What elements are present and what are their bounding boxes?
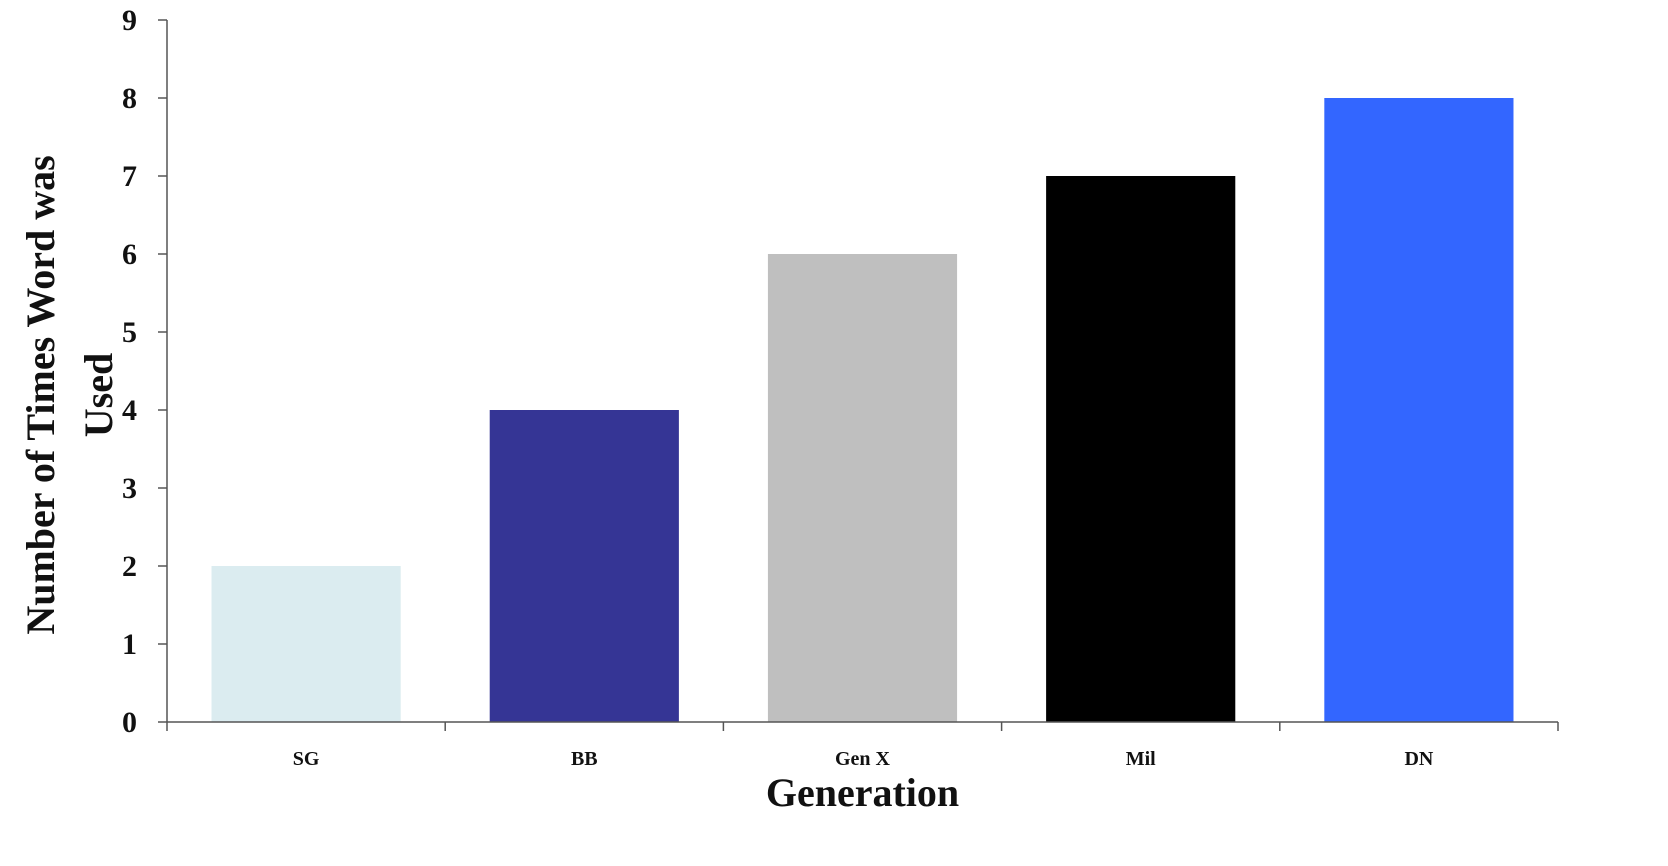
y-tick-label: 8: [122, 82, 137, 115]
x-tick-label-sg: SG: [293, 748, 320, 770]
bar-gen-x: [767, 254, 958, 722]
y-axis-title-line-2: Used: [76, 353, 121, 437]
bar-dn: [1324, 98, 1514, 722]
bar-bb: [489, 410, 679, 722]
y-tick-label: 0: [122, 706, 137, 739]
y-axis-ticks: 0 1 2 3 4 5 6 7 8 9: [122, 4, 167, 739]
bar-sg: [211, 566, 401, 722]
x-axis-title: Generation: [766, 770, 959, 815]
y-tick-label: 5: [122, 316, 137, 349]
x-tick-label-bb: BB: [571, 748, 598, 770]
y-tick-label: 4: [122, 394, 137, 427]
y-tick-label: 2: [122, 550, 137, 583]
bar-mil: [1046, 176, 1236, 722]
y-axis-title: Number of Times Word was Used: [18, 155, 121, 634]
y-axis-title-line-1: Number of Times Word was: [18, 155, 63, 634]
y-tick-label: 6: [122, 238, 137, 271]
bars-group: [211, 98, 1514, 722]
x-axis-ticks: SG BB Gen X Mil DN: [166, 722, 1559, 770]
y-tick-label: 1: [122, 628, 137, 661]
x-tick-label-mil: Mil: [1126, 748, 1156, 770]
y-tick-label: 9: [122, 4, 137, 37]
y-tick-label: 7: [122, 160, 137, 193]
x-tick-label-dn: DN: [1404, 748, 1433, 770]
y-tick-label: 3: [122, 472, 137, 505]
x-tick-label-gen-x: Gen X: [835, 748, 891, 770]
